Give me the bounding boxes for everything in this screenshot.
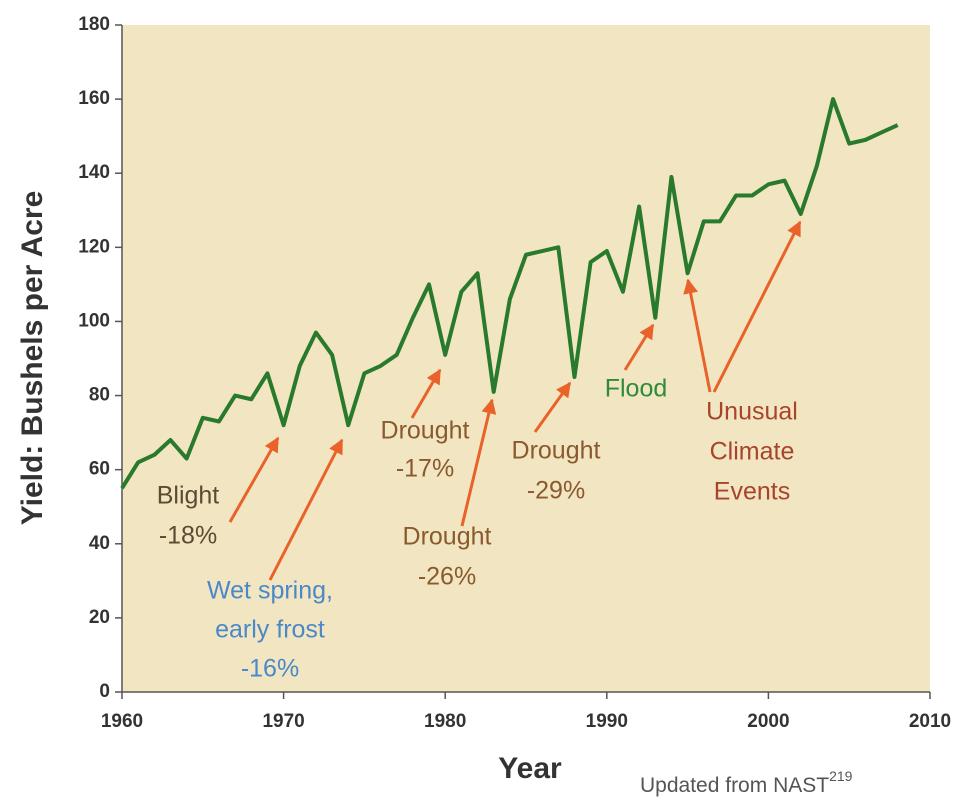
annotation-text: Wet spring, [207,577,333,605]
y-tick-label: 120 [78,236,110,257]
annotation-arrow [533,381,572,433]
plot-area [122,25,930,692]
y-tick-label: 160 [78,88,110,109]
y-tick-label: 60 [89,459,110,480]
annotation-text: Climate [710,438,795,466]
annotation-text: Drought [512,437,601,465]
source-ref: 219 [829,768,853,784]
y-tick-label: 180 [78,14,110,35]
annotation-text: -17% [396,455,454,483]
data-line [120,97,899,490]
y-tick-label: 140 [78,162,110,183]
annotation-text: -29% [527,477,585,505]
annotation-text: Drought [381,417,470,445]
y-axis-label: Yield: Bushels per Acre [16,191,49,526]
annotation-arrow [712,220,802,393]
x-tick-label: 2000 [747,711,789,732]
y-tick-label: 40 [89,533,110,554]
x-tick-label: 1960 [101,711,143,732]
annotation-arrow [228,436,280,523]
x-tick-label: 1980 [424,711,466,732]
x-tick-label: 1970 [262,711,304,732]
x-tick-label: 1990 [586,711,628,732]
annotation-arrow [460,398,497,527]
annotation-arrow [268,438,344,581]
annotation-text: Unusual [706,398,798,426]
annotation-arrow [623,323,655,371]
annotation-text: Blight [157,482,220,510]
annotation-text: -18% [159,522,217,550]
y-tick-label: 100 [78,310,110,331]
source-text: Updated from NAST [640,774,829,797]
annotation-text: Drought [403,523,492,551]
source-note: Updated from NAST219 [640,768,853,797]
annotation-text: Events [714,478,790,506]
annotation-arrow [683,278,712,393]
x-tick-label: 2010 [909,711,951,732]
annotation-text: -26% [418,563,476,591]
y-tick-label: 0 [99,681,110,702]
y-tick-label: 20 [89,607,110,628]
annotation-text: Flood [605,375,668,403]
annotation-text: early frost [215,616,325,644]
annotation-arrow [410,368,442,419]
y-tick-label: 80 [89,385,110,406]
annotation-text: -16% [241,655,299,683]
x-axis-label: Year [498,752,562,785]
